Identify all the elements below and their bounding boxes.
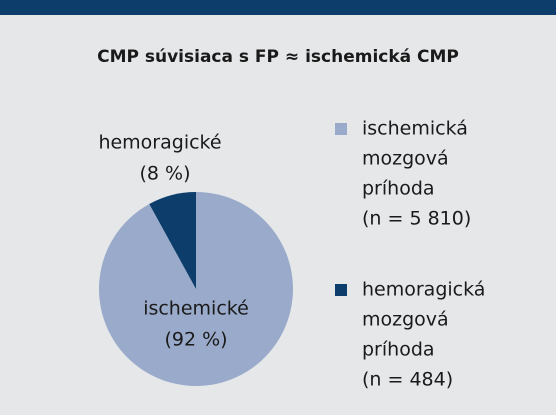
slice-value-label: (8 %) xyxy=(139,163,190,185)
slice-value-label: (92 %) xyxy=(164,329,227,351)
slice-label: ischemické xyxy=(143,298,249,320)
chart-title: CMP súvisiaca s FP ≈ ischemická CMP xyxy=(97,47,459,67)
legend-label: príhoda xyxy=(362,339,435,361)
legend-label: hemoragická xyxy=(362,279,485,301)
legend-swatch xyxy=(335,123,347,135)
legend-label: ischemická xyxy=(362,118,468,140)
pie-slice xyxy=(149,192,196,289)
slice-label: hemoragické xyxy=(98,132,221,154)
header-band xyxy=(0,0,556,15)
legend-label: (n = 484) xyxy=(362,369,453,391)
legend-label: mozgová xyxy=(362,309,449,331)
legend-label: príhoda xyxy=(362,178,435,200)
legend-label: mozgová xyxy=(362,148,449,170)
legend-label: (n = 5 810) xyxy=(362,208,471,230)
legend-swatch xyxy=(335,284,347,296)
